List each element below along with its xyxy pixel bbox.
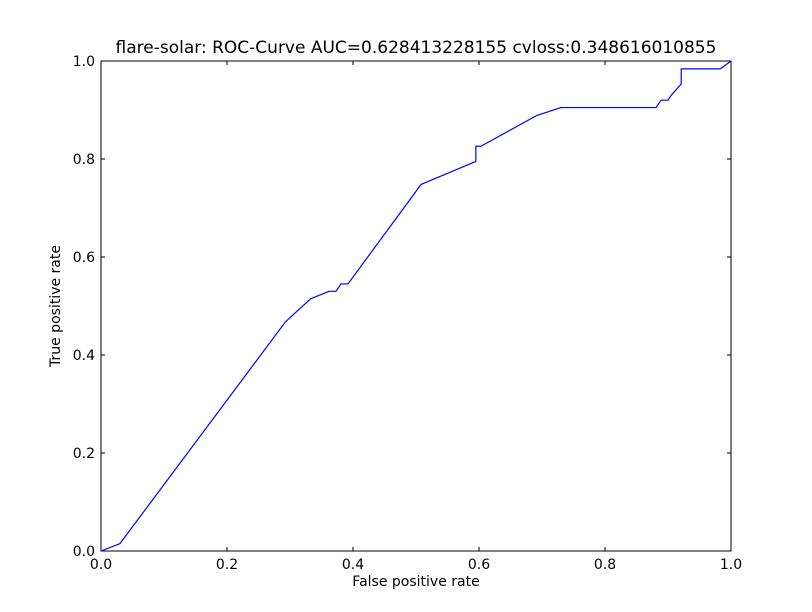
y-tick-label: 0.0 <box>73 544 95 560</box>
y-tick-label: 0.2 <box>73 446 95 462</box>
roc-curve-line <box>100 60 732 552</box>
x-tick-label: 0.2 <box>216 557 238 573</box>
plot-area <box>100 60 732 552</box>
x-tick-label: 0.8 <box>594 557 616 573</box>
y-tick-label: 0.8 <box>73 152 95 168</box>
y-tick-label: 1.0 <box>73 54 95 70</box>
series-layer <box>100 60 732 552</box>
x-tick-label: 0.6 <box>468 557 490 573</box>
y-tick-label: 0.6 <box>73 250 95 266</box>
y-tick-labels: 0.0 0.2 0.4 0.6 0.8 1.0 <box>73 54 95 560</box>
x-axis-label: False positive rate <box>352 574 479 590</box>
chart-title: flare-solar: ROC-Curve AUC=0.62841322815… <box>116 38 717 58</box>
y-tick-label: 0.4 <box>73 348 95 364</box>
x-tick-label: 0.0 <box>90 557 112 573</box>
x-tick-label: 0.4 <box>342 557 364 573</box>
x-tick-labels: 0.0 0.2 0.4 0.6 0.8 1.0 <box>90 557 742 573</box>
y-axis-label: True positive rate <box>48 245 64 368</box>
x-tick-label: 1.0 <box>720 557 742 573</box>
